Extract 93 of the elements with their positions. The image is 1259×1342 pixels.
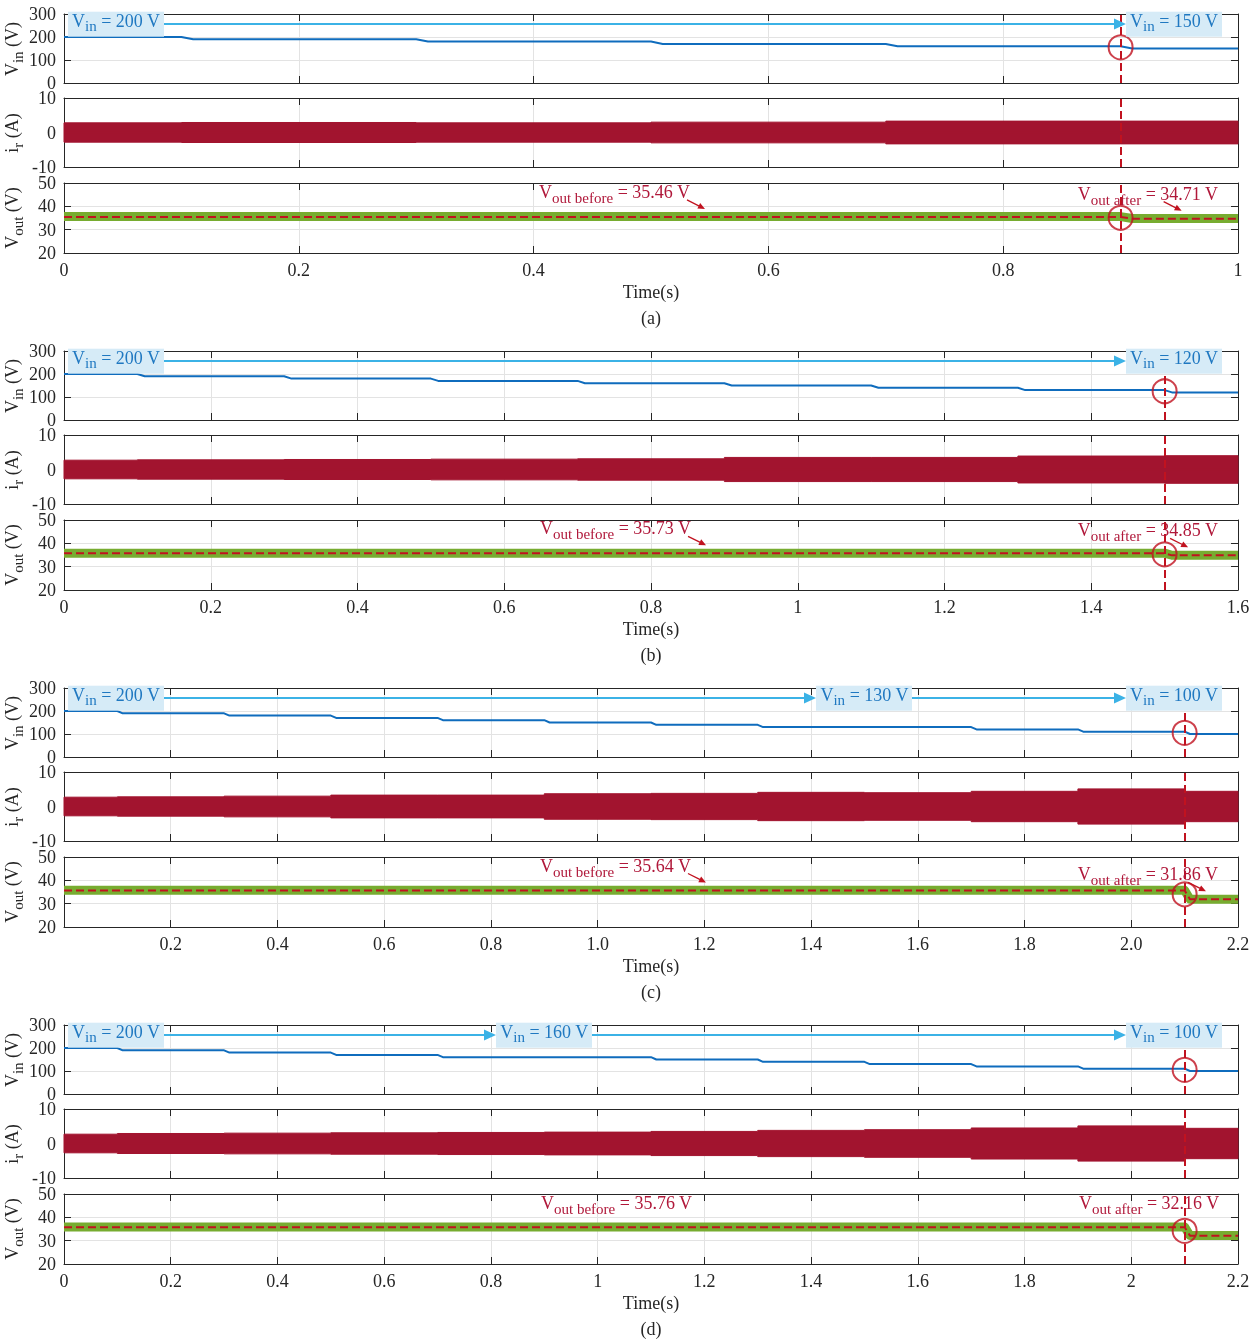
y-tick-label: 30 <box>38 1230 56 1251</box>
x-tick-label: 2.2 <box>1226 1271 1250 1291</box>
annotation: V$_{out after}$ = 31.86 V <box>1077 863 1218 891</box>
x-tick-label: 1 <box>593 1271 603 1291</box>
x-tick-label: 0.4 <box>522 260 545 280</box>
x-tick-label: 2.2 <box>1226 934 1250 954</box>
x-tick-label: 1.6 <box>1226 597 1250 617</box>
x-axis-title: Time(s) <box>622 956 680 977</box>
annotation: V$_{in}$ = 130 V <box>816 684 913 711</box>
x-tick-label: 2 <box>1126 1271 1136 1291</box>
y-tick-label: 300 <box>29 1015 56 1035</box>
x-tick-label: 0.2 <box>159 1271 182 1291</box>
x-tick-label: 0.8 <box>639 597 663 617</box>
annotation: V$_{out before}$ = 35.64 V <box>539 854 691 882</box>
y-tick-label: 20 <box>38 243 56 263</box>
y-tick-label: 0 <box>47 796 56 817</box>
text: (c) <box>641 982 661 1003</box>
x-tick-label: 1.2 <box>933 597 956 617</box>
y-tick-label: 10 <box>38 1099 56 1119</box>
annotation: V$_{out before}$ = 35.46 V <box>538 181 691 208</box>
y-tick-label: 300 <box>29 341 56 361</box>
y-tick-label: 0 <box>47 1133 56 1154</box>
x-tick-label: 0.6 <box>493 597 516 617</box>
y-tick-label: 0 <box>47 122 56 143</box>
x-tick-label: 0.8 <box>479 1271 503 1291</box>
x-tick-label: 1 <box>1233 260 1243 280</box>
annotation: V$_{in}$ = 100 V <box>1126 684 1222 711</box>
x-tick-label: 2.0 <box>1120 934 1143 954</box>
x-tick-label: 1.8 <box>1013 934 1036 954</box>
text: (d) <box>640 1319 662 1340</box>
y-tick-label: 100 <box>29 50 56 70</box>
annotation: V$_{in}$ = 200 V <box>68 1021 164 1048</box>
y-tick-label: 100 <box>29 1061 56 1081</box>
y-tick-label: 100 <box>29 724 56 744</box>
y-tick-label: 30 <box>38 556 56 577</box>
y-tick-label: 20 <box>38 1254 56 1274</box>
annotation: V$_{out after}$ = 32.16 V <box>1079 1192 1220 1219</box>
x-tick-label: 0.8 <box>479 934 503 954</box>
x-axis-title: Time(s) <box>622 1293 680 1314</box>
y-tick-label: 40 <box>38 870 56 891</box>
x-tick-label: 0.4 <box>266 1271 289 1291</box>
y-tick-label: 40 <box>38 533 56 554</box>
x-tick-label: 1.4 <box>799 1271 823 1291</box>
y-tick-label: 300 <box>29 4 56 24</box>
y-tick-label: 40 <box>38 1207 56 1228</box>
y-tick-label: 10 <box>38 88 56 108</box>
text: (a) <box>641 308 661 329</box>
annotation: V$_{in}$ = 200 V <box>68 347 164 374</box>
annotation: V$_{in}$ = 160 V <box>496 1021 593 1048</box>
annotation: V$_{in}$ = 100 V <box>1126 1021 1222 1048</box>
annotation: V$_{in}$ = 120 V <box>1126 347 1222 374</box>
x-tick-label: 0.4 <box>346 597 369 617</box>
annotation: V$_{in}$ = 150 V <box>1126 10 1222 37</box>
y-tick-label: 10 <box>38 425 56 445</box>
x-tick-label: 0.4 <box>266 934 289 954</box>
annotation: V$_{out before}$ = 35.76 V <box>541 1192 693 1219</box>
x-tick-label: 1.6 <box>906 934 930 954</box>
annotation: V$_{in}$ = 200 V <box>68 684 164 711</box>
y-tick-label: 40 <box>38 196 56 217</box>
annotation: V$_{out after}$ = 34.71 V <box>1077 182 1218 210</box>
x-tick-label: 1.0 <box>586 934 609 954</box>
y-tick-label: 200 <box>29 1038 56 1058</box>
y-tick-label: 200 <box>29 27 56 47</box>
x-tick-label: 1.2 <box>693 934 716 954</box>
x-tick-label: 1.4 <box>1080 597 1103 617</box>
x-tick-label: 1 <box>793 597 803 617</box>
y-tick-label: 30 <box>38 219 56 240</box>
y-tick-label: 300 <box>29 678 56 698</box>
y-tick-label: 200 <box>29 701 56 721</box>
text: (b) <box>640 645 662 666</box>
x-tick-label: 0.6 <box>372 934 396 954</box>
x-tick-label: 1.6 <box>906 1271 930 1291</box>
x-axis-title: Time(s) <box>622 619 680 640</box>
x-tick-label: 0.2 <box>287 260 311 280</box>
annotation: V$_{out before}$ = 35.73 V <box>539 517 692 545</box>
annotation: V$_{out after}$ = 34.85 V <box>1077 519 1218 547</box>
x-axis-title: Time(s) <box>622 282 680 303</box>
y-tick-label: 0 <box>47 459 56 480</box>
y-tick-label: 30 <box>38 893 56 914</box>
y-tick-label: 100 <box>29 387 56 407</box>
y-tick-label: 20 <box>38 580 56 600</box>
y-tick-label: 200 <box>29 364 56 384</box>
annotation: V$_{in}$ = 200 V <box>68 10 164 37</box>
x-tick-label: 0.2 <box>159 934 182 954</box>
y-tick-label: 20 <box>38 917 56 937</box>
x-tick-label: 1.2 <box>693 1271 716 1291</box>
x-tick-label: 0.6 <box>372 1271 396 1291</box>
x-tick-label: 1.8 <box>1013 1271 1036 1291</box>
x-tick-label: 0.8 <box>991 260 1015 280</box>
x-tick-label: 0.2 <box>199 597 222 617</box>
y-tick-label: 10 <box>38 762 56 782</box>
x-tick-label: 0.6 <box>757 260 780 280</box>
x-tick-label: 1.4 <box>799 934 823 954</box>
